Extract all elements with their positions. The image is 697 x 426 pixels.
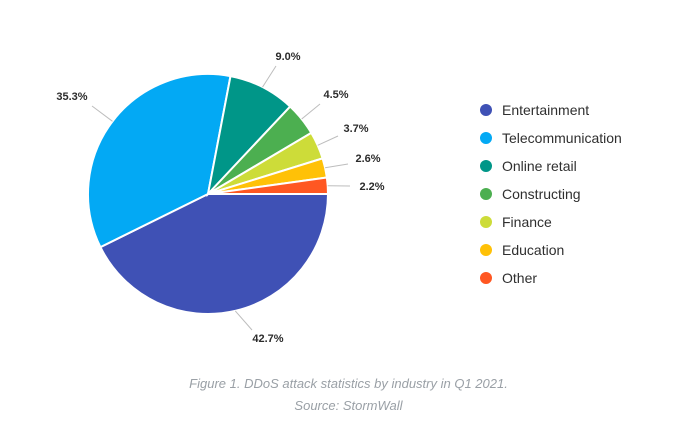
legend-label: Other bbox=[502, 270, 538, 286]
leader-line bbox=[91, 105, 113, 122]
legend-swatch bbox=[480, 188, 492, 200]
legend-item: Education bbox=[480, 236, 622, 264]
legend-item: Other bbox=[480, 264, 622, 292]
pie-slice-entertainment bbox=[99, 193, 330, 316]
legend-item: Entertainment bbox=[480, 96, 622, 124]
legend-item: Telecommunication bbox=[480, 124, 622, 152]
legend-swatch bbox=[480, 132, 492, 144]
legend-swatch bbox=[480, 160, 492, 172]
slice-label: 2.2% bbox=[359, 181, 384, 193]
legend-label: Finance bbox=[502, 214, 552, 230]
legend-swatch bbox=[480, 104, 492, 116]
slice-label: 4.5% bbox=[323, 89, 348, 101]
legend-swatch bbox=[480, 244, 492, 256]
legend-swatch bbox=[480, 216, 492, 228]
legend-item: Finance bbox=[480, 208, 622, 236]
leader-line bbox=[262, 65, 277, 88]
leader-line bbox=[301, 103, 321, 120]
legend-item: Constructing bbox=[480, 180, 622, 208]
pie-slice-telecommunication bbox=[87, 73, 232, 249]
figure-caption: Figure 1. DDoS attack statistics by indu… bbox=[189, 376, 508, 391]
legend-label: Telecommunication bbox=[502, 130, 622, 146]
slice-label: 42.7% bbox=[252, 333, 283, 345]
slice-label: 2.6% bbox=[355, 153, 380, 165]
legend-item: Online retail bbox=[480, 152, 622, 180]
legend: Entertainment Telecommunication Online ret… bbox=[480, 96, 622, 292]
legend-label: Online retail bbox=[502, 158, 577, 174]
slice-label: 9.0% bbox=[275, 51, 300, 63]
leader-line bbox=[234, 310, 253, 331]
leader-line bbox=[325, 163, 349, 169]
figure-source: Source: StormWall bbox=[294, 398, 403, 413]
slice-label: 3.7% bbox=[343, 123, 368, 135]
legend-swatch bbox=[480, 272, 492, 284]
slice-labels: 42.7% 35.3% 9.0% 4.5% 3.7% 2.6% 2.2% bbox=[56, 51, 384, 345]
leader-line bbox=[317, 135, 339, 146]
leader-lines bbox=[91, 65, 351, 331]
pie-chart: 42.7% 35.3% 9.0% 4.5% 3.7% 2.6% 2.2% bbox=[56, 51, 384, 345]
legend-label: Education bbox=[502, 242, 565, 258]
pie-slices bbox=[87, 73, 330, 316]
legend-label: Entertainment bbox=[502, 102, 590, 118]
legend-label: Constructing bbox=[502, 186, 581, 202]
slice-label: 35.3% bbox=[56, 91, 87, 103]
